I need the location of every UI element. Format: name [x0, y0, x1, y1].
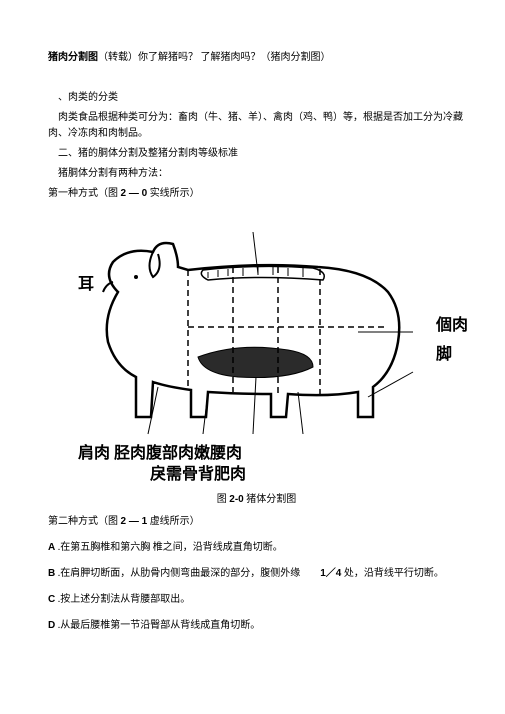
caption-num: 2-0	[229, 494, 243, 505]
method-1-post: 实线所示）	[147, 188, 200, 199]
label-ear: 耳	[78, 272, 94, 298]
item-d-text: .从最后腰椎第一节沿臀部从背线成直角切断。	[55, 620, 260, 631]
pig-diagram: 耳 個肉 脚	[58, 222, 418, 442]
bottom-label-2: 戾需骨背肥肉	[150, 465, 465, 486]
title-rest: （转载）你了解猪吗？ 了解猪肉吗？（猪肉分割图）	[98, 52, 331, 63]
section-heading-1: 、肉类的分类	[48, 90, 465, 106]
method-2-post: 虚线所示）	[147, 516, 200, 527]
bottom-labels: 肩肉 胫肉腹部肉嫩腰肉 戾需骨背肥肉	[78, 444, 465, 486]
item-d: D .从最后腰椎第一节沿臀部从背线成直角切断。	[48, 618, 465, 634]
item-a-text: .在第五胸椎和第六胸 椎之间，沿背线成直角切断。	[55, 542, 283, 553]
bottom-label-1: 肩肉 胫肉腹部肉嫩腰肉	[78, 444, 465, 465]
method-2-line: 第二种方式（图 2 — 1 虚线所示）	[48, 514, 465, 530]
item-c-text: .按上述分割法从背腰部取出。	[55, 594, 190, 605]
paragraph-meat-types: 肉类食品根据种类可分为：畜肉（牛、猪、羊）、禽肉（鸡、鸭）等，根据是否加工分为冷…	[48, 110, 465, 142]
document-page: 猪肉分割图（转载）你了解猪吗？ 了解猪肉吗？（猪肉分割图） 、肉类的分类 肉类食…	[0, 0, 505, 664]
label-jiao: 脚	[436, 341, 468, 370]
item-c: C .按上述分割法从背腰部取出。	[48, 592, 465, 608]
right-labels: 個肉 脚	[436, 312, 468, 370]
title-line: 猪肉分割图（转载）你了解猪吗？ 了解猪肉吗？（猪肉分割图）	[48, 50, 465, 66]
caption-pre: 图	[217, 494, 230, 505]
method-1-fig-num: 2 — 0	[121, 188, 148, 199]
method-2-fig-num: 2 — 1	[121, 516, 148, 527]
title-bold: 猪肉分割图	[48, 52, 98, 63]
method-1-line: 第一种方式（图 2 — 0 实线所示）	[48, 186, 465, 202]
figure-caption: 图 2-0 猪体分割图	[48, 492, 465, 508]
item-b: B .在肩胛切断面，从肋骨内侧弯曲最深的部分，腹侧外缘 1／4 处，沿背线平行切…	[48, 566, 465, 582]
paragraph-methods: 猪胴体分割有两种方法：	[48, 166, 465, 182]
pig-svg	[58, 222, 418, 442]
method-1-pre: 第一种方式（图	[48, 188, 121, 199]
label-ge-rou: 個肉	[436, 312, 468, 341]
item-b-text1: .在肩胛切断面，从肋骨内侧弯曲最深的部分，腹侧外缘	[55, 568, 300, 579]
caption-post: 猪体分割图	[244, 494, 297, 505]
method-2-pre: 第二种方式（图	[48, 516, 121, 527]
item-b-text2: 处，沿背线平行切断。	[341, 568, 444, 579]
item-a: A .在第五胸椎和第六胸 椎之间，沿背线成直角切断。	[48, 540, 465, 556]
item-b-frac: 1／4	[320, 568, 341, 579]
section-heading-2: 二、猪的胴体分割及整猪分割肉等级标准	[48, 146, 465, 162]
